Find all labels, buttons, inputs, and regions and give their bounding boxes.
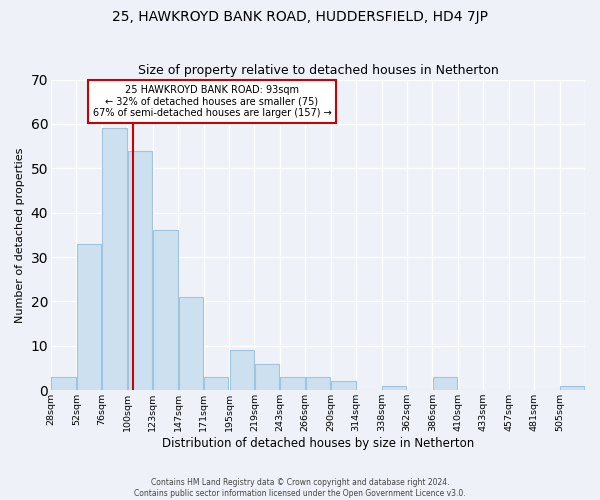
Bar — [331, 382, 356, 390]
Text: 25 HAWKROYD BANK ROAD: 93sqm
← 32% of detached houses are smaller (75)
67% of se: 25 HAWKROYD BANK ROAD: 93sqm ← 32% of de… — [92, 85, 331, 118]
Bar — [204, 377, 229, 390]
Text: Contains HM Land Registry data © Crown copyright and database right 2024.
Contai: Contains HM Land Registry data © Crown c… — [134, 478, 466, 498]
Bar — [230, 350, 254, 390]
Bar — [128, 150, 152, 390]
Bar — [103, 128, 127, 390]
Bar — [52, 377, 76, 390]
Bar — [179, 297, 203, 390]
Bar — [433, 377, 457, 390]
Bar — [153, 230, 178, 390]
Bar — [560, 386, 584, 390]
Title: Size of property relative to detached houses in Netherton: Size of property relative to detached ho… — [137, 64, 499, 77]
Bar — [280, 377, 305, 390]
Bar — [306, 377, 330, 390]
Bar — [77, 244, 101, 390]
Text: 25, HAWKROYD BANK ROAD, HUDDERSFIELD, HD4 7JP: 25, HAWKROYD BANK ROAD, HUDDERSFIELD, HD… — [112, 10, 488, 24]
Y-axis label: Number of detached properties: Number of detached properties — [15, 147, 25, 322]
Bar — [382, 386, 406, 390]
X-axis label: Distribution of detached houses by size in Netherton: Distribution of detached houses by size … — [162, 437, 474, 450]
Bar — [255, 364, 280, 390]
